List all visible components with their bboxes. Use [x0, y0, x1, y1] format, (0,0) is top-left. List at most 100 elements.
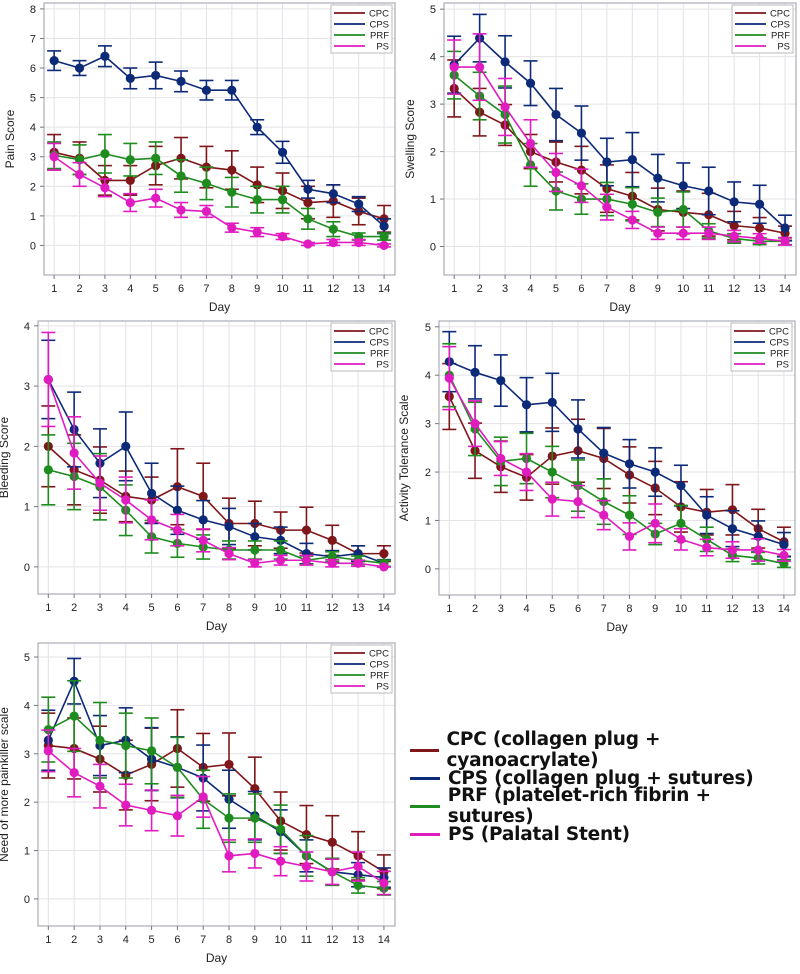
- y-tick-label: 0: [24, 894, 30, 906]
- data-point: [547, 494, 557, 504]
- x-tick-label: 8: [626, 603, 632, 615]
- data-point: [224, 851, 234, 861]
- series-line: [453, 37, 786, 229]
- y-tick-label: 2: [30, 181, 36, 193]
- x-tick-label: 2: [71, 934, 77, 946]
- data-point: [43, 465, 53, 475]
- data-point: [729, 221, 739, 231]
- legend-label: PRF: [771, 31, 790, 42]
- x-tick-label: 12: [327, 283, 339, 295]
- x-tick-label: 9: [252, 602, 258, 614]
- y-tick-label: 0: [24, 562, 30, 574]
- y-tick-label: 2: [425, 467, 431, 479]
- x-tick-label: 2: [472, 603, 478, 615]
- data-point: [676, 534, 686, 544]
- x-tick-label: 7: [200, 934, 206, 946]
- data-point: [328, 189, 338, 199]
- y-axis-label: Swelling Score: [403, 99, 417, 179]
- x-tick-label: 10: [275, 934, 287, 946]
- legend-label: PS: [777, 42, 790, 53]
- data-point: [250, 545, 260, 555]
- data-point: [172, 762, 182, 772]
- data-point: [125, 175, 135, 185]
- data-point: [176, 153, 186, 163]
- y-tick-label: 5: [30, 93, 36, 105]
- data-point: [198, 792, 208, 802]
- data-point: [250, 532, 260, 542]
- x-tick-label: 9: [655, 283, 661, 295]
- data-point: [49, 56, 59, 66]
- series-prf: [47, 133, 392, 242]
- data-point: [43, 746, 53, 756]
- data-point: [198, 535, 208, 545]
- data-point: [172, 505, 182, 515]
- data-point: [602, 202, 612, 212]
- x-tick-label: 3: [102, 283, 108, 295]
- data-point: [95, 735, 105, 745]
- x-tick-label: 11: [302, 283, 313, 295]
- data-point: [650, 467, 660, 477]
- data-point: [779, 540, 789, 550]
- x-tick-label: 11: [301, 934, 312, 946]
- data-point: [198, 515, 208, 525]
- y-tick-label: 3: [30, 152, 36, 164]
- legend-label: PS: [376, 682, 389, 693]
- x-axis-label: Day: [209, 300, 230, 314]
- y-tick-label: 6: [30, 63, 36, 75]
- y-axis-label: Bleeding Score: [0, 416, 11, 498]
- data-point: [576, 128, 587, 138]
- x-axis-label: Day: [206, 951, 227, 965]
- data-point: [277, 195, 288, 205]
- legend-entry-prf: PRF (platelet-rich fibrin + sutures): [410, 785, 800, 827]
- legend-label: PS: [376, 360, 389, 371]
- x-tick-label: 12: [326, 934, 338, 946]
- x-tick-label: 1: [45, 934, 51, 946]
- data-point: [627, 215, 637, 225]
- data-point: [780, 223, 790, 233]
- data-point: [176, 171, 186, 181]
- y-tick-label: 1: [24, 846, 30, 858]
- data-point: [151, 153, 161, 163]
- data-point: [353, 558, 363, 568]
- data-point: [201, 206, 212, 217]
- x-tick-label: 1: [51, 283, 57, 295]
- data-point: [627, 199, 637, 209]
- data-point: [576, 181, 587, 191]
- data-point: [121, 800, 131, 810]
- x-tick-label: 1: [45, 602, 51, 614]
- data-point: [100, 51, 110, 61]
- data-point: [277, 231, 288, 242]
- legend-entry-ps: PS (Palatal Stent): [410, 820, 800, 848]
- x-tick-label: 1: [446, 603, 452, 615]
- data-point: [470, 367, 480, 377]
- x-tick-label: 4: [123, 602, 129, 614]
- x-tick-label: 12: [326, 602, 338, 614]
- data-point: [551, 167, 561, 178]
- series-line: [47, 379, 385, 565]
- series-cps: [47, 45, 392, 235]
- legend-swatch: [410, 748, 439, 752]
- series-cps: [442, 330, 791, 558]
- x-tick-label: 6: [174, 602, 180, 614]
- legend-label: CPC (collagen plug + cyanoacrylate): [446, 729, 661, 771]
- data-point: [146, 805, 157, 815]
- data-point: [250, 813, 260, 823]
- data-point: [755, 233, 765, 244]
- data-point: [780, 236, 790, 246]
- data-point: [252, 227, 262, 237]
- data-point: [599, 448, 609, 458]
- data-point: [198, 491, 208, 501]
- x-tick-label: 2: [477, 283, 483, 295]
- data-point: [379, 549, 389, 559]
- x-tick-label: 14: [378, 602, 390, 614]
- data-point: [224, 813, 234, 823]
- y-tick-label: 5: [425, 322, 431, 334]
- series-ps: [447, 33, 793, 246]
- x-tick-label: 7: [203, 283, 209, 295]
- y-tick-label: 1: [24, 502, 30, 514]
- y-tick-label: 2: [430, 147, 436, 159]
- legend-label: CPS: [770, 20, 790, 31]
- data-point: [704, 228, 714, 238]
